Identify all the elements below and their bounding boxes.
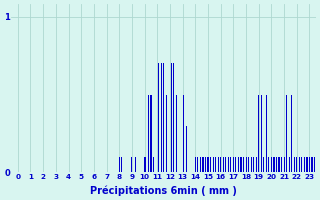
Bar [286,95,287,172]
Bar [319,157,320,172]
Bar [301,157,302,172]
Bar [243,157,244,172]
Bar [258,95,259,172]
Bar [253,157,254,172]
Bar [225,157,226,172]
Bar [220,157,221,172]
Bar [135,157,136,172]
Bar [289,157,290,172]
Bar [296,157,297,172]
Bar [186,126,187,172]
Bar [266,95,267,172]
Bar [240,157,242,172]
Bar [176,95,177,172]
Bar [197,157,198,172]
Bar [205,157,206,172]
Bar [238,157,239,172]
Bar [158,63,159,172]
Bar [165,95,167,172]
Bar [171,63,172,172]
Bar [153,157,154,172]
Bar [200,157,201,172]
Bar [284,157,285,172]
Bar [294,157,295,172]
Bar [278,157,280,172]
Bar [261,95,262,172]
Bar [316,157,318,172]
Bar [195,157,196,172]
Bar [131,157,132,172]
Bar [173,63,174,172]
X-axis label: Précipitations 6min ( mm ): Précipitations 6min ( mm ) [90,185,237,196]
Bar [218,157,219,172]
Bar [311,157,313,172]
Bar [233,157,234,172]
Bar [183,95,185,172]
Bar [248,157,249,172]
Bar [163,63,164,172]
Bar [235,157,236,172]
Bar [161,63,162,172]
Bar [119,157,120,172]
Bar [268,157,269,172]
Bar [212,157,214,172]
Bar [276,157,277,172]
Bar [223,157,224,172]
Bar [291,95,292,172]
Bar [228,157,229,172]
Bar [245,157,247,172]
Bar [263,157,264,172]
Bar [150,95,151,172]
Bar [314,157,315,172]
Bar [210,157,211,172]
Bar [299,157,300,172]
Bar [145,157,147,172]
Bar [148,95,149,172]
Bar [121,157,122,172]
Bar [271,157,272,172]
Bar [251,157,252,172]
Bar [256,157,257,172]
Bar [144,157,145,172]
Bar [304,157,305,172]
Bar [306,157,308,172]
Bar [230,157,231,172]
Bar [309,157,310,172]
Bar [207,157,209,172]
Bar [273,157,275,172]
Bar [281,157,282,172]
Bar [215,157,216,172]
Bar [202,157,204,172]
